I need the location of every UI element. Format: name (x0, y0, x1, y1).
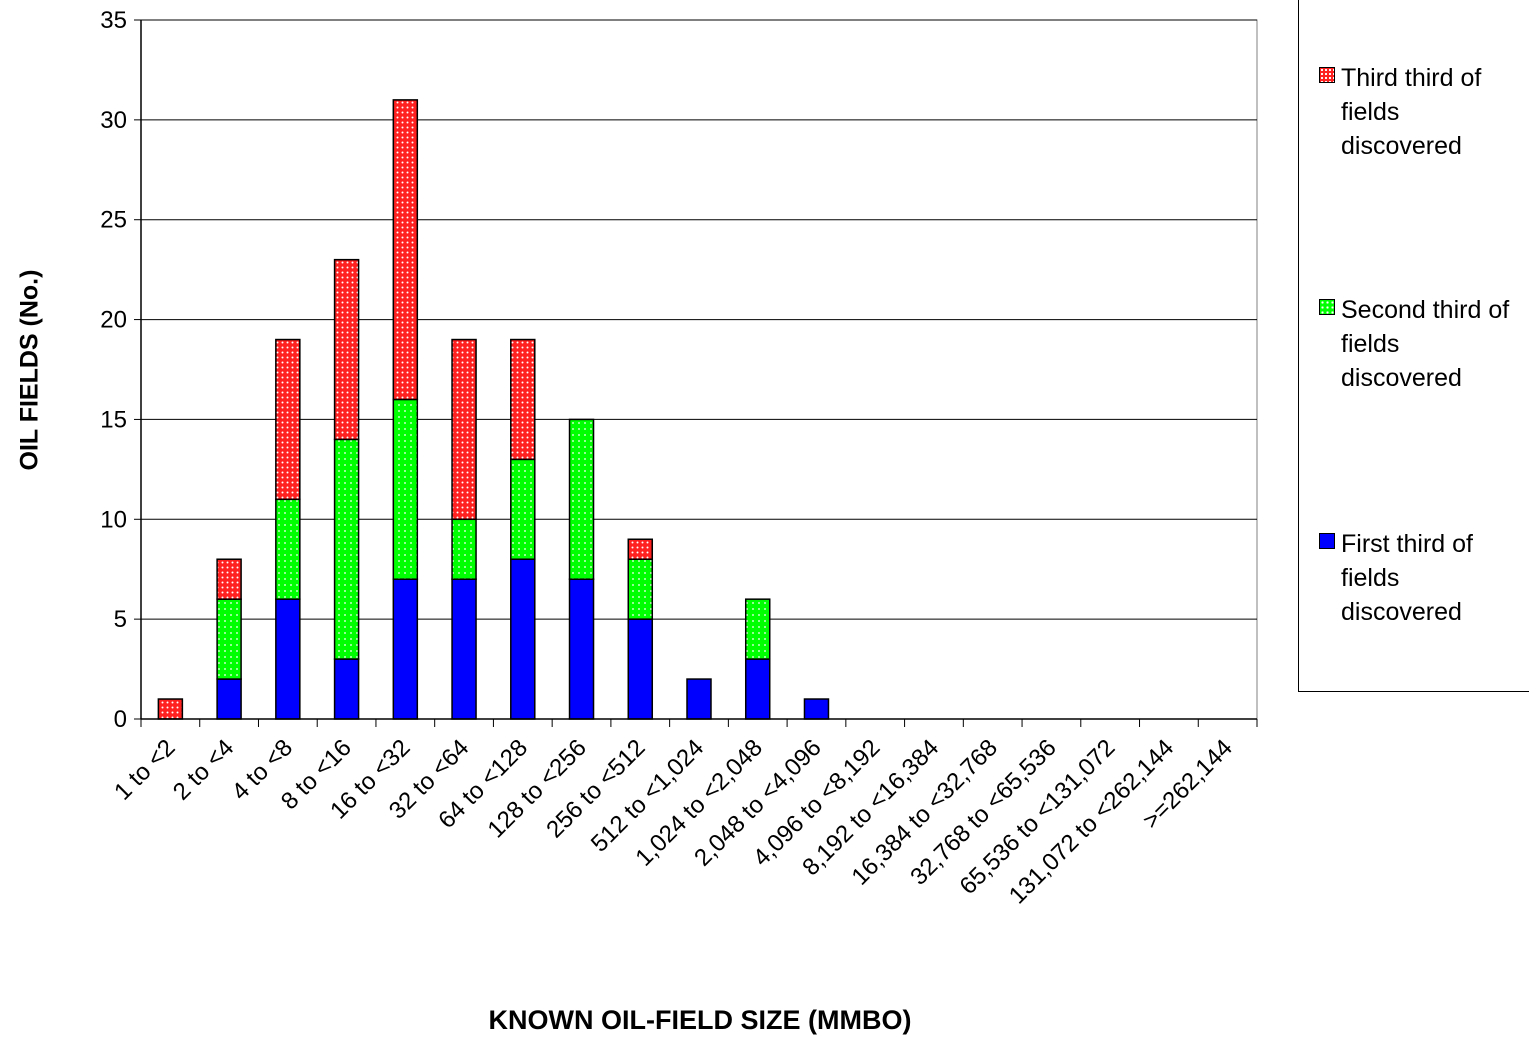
bar-segment (803, 698, 830, 720)
legend-swatch-second (1319, 299, 1335, 315)
bar-segment (627, 538, 654, 560)
bar-segment (451, 518, 477, 580)
legend-item-third: Third third of fields discovered (1319, 61, 1529, 163)
y-tick-label: 30 (100, 107, 127, 134)
bar-segment (510, 338, 536, 461)
y-tick-label: 20 (100, 307, 127, 334)
bar-segment (216, 598, 242, 680)
bar-segment (686, 678, 712, 720)
chart-legend: Third third of fields discovered Second … (1298, 0, 1529, 692)
legend-label-third: Third third of fields discovered (1341, 64, 1482, 160)
bar-segment (744, 658, 771, 720)
y-tick-label: 0 (114, 706, 127, 733)
legend-item-second: Second third of fields discovered (1319, 293, 1529, 395)
bar-segment (451, 338, 477, 521)
bar-segment (157, 698, 184, 720)
bar-segment (333, 438, 360, 660)
bar-segment (510, 458, 536, 560)
bar-segment (392, 578, 419, 720)
legend-swatch-third (1319, 67, 1335, 83)
plot-area (140, 19, 1258, 720)
x-axis-title: KNOWN OIL-FIELD SIZE (MMBO) (488, 1005, 912, 1035)
bar-segment (451, 578, 477, 720)
y-tick-label: 25 (100, 207, 127, 234)
bar-segment (744, 598, 771, 660)
bar-segment (275, 498, 301, 600)
bar-segment (568, 578, 595, 720)
x-tick-label: 2 to <4 (168, 734, 239, 805)
bar-segment (275, 338, 301, 501)
bar-segment (333, 658, 360, 720)
bar-segment (392, 398, 419, 580)
y-axis-title: OIL FIELDS (No.) (15, 269, 44, 471)
bar-segment (275, 598, 301, 720)
legend-item-first: First third of fields discovered (1319, 527, 1529, 629)
bar-segment (627, 558, 654, 620)
x-tick-label: 1 to <2 (109, 734, 180, 805)
y-tick-label: 5 (114, 606, 127, 633)
bar-segment (216, 678, 242, 720)
legend-swatch-first (1319, 533, 1335, 549)
y-tick-label: 35 (100, 7, 127, 34)
bar-segment (333, 258, 360, 441)
bar-segment (510, 558, 536, 720)
y-tick-label: 15 (100, 406, 127, 433)
bar-segment (216, 558, 242, 600)
legend-label-second: Second third of fields discovered (1341, 296, 1510, 392)
legend-label-first: First third of fields discovered (1341, 530, 1473, 626)
bar-segment (627, 618, 654, 720)
bar-segment (568, 418, 595, 580)
bar-segment (392, 99, 419, 401)
y-tick-label: 10 (100, 506, 127, 533)
